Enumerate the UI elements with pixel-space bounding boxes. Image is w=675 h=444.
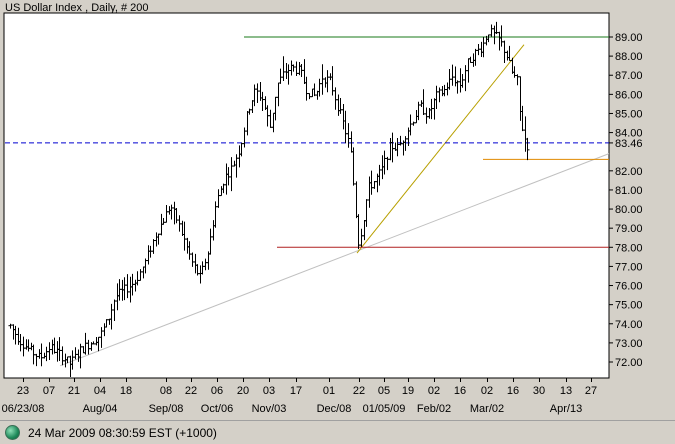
- x-day-label: 03: [263, 385, 275, 397]
- x-day-label: 22: [185, 385, 197, 397]
- y-tick-label: 88.00: [615, 51, 643, 63]
- x-day-label: 13: [560, 385, 572, 397]
- chart-title: US Dollar Index , Daily, # 200: [5, 2, 148, 14]
- x-day-label: 18: [120, 385, 132, 397]
- x-day-label: 16: [454, 385, 466, 397]
- x-day-label: 07: [43, 385, 55, 397]
- y-tick-label: 81.00: [615, 185, 643, 197]
- x-day-label: 27: [585, 385, 597, 397]
- y-tick-label: 89.00: [615, 32, 643, 44]
- y-tick-label: 80.00: [615, 204, 643, 216]
- x-day-label: 06: [211, 385, 223, 397]
- y-tick-label: 78.00: [615, 242, 643, 254]
- chart-frame: US Dollar Index , Daily, # 200 89.00 88.0…: [1, 2, 643, 415]
- y-tick-label: 82.00: [615, 166, 643, 178]
- x-month-label: Feb/02: [417, 403, 451, 415]
- x-month-label: 06/23/08: [2, 403, 45, 415]
- x-day-label: 22: [353, 385, 365, 397]
- x-month-label: Nov/03: [252, 403, 287, 415]
- x-month-label: Aug/04: [83, 403, 118, 415]
- status-timestamp: 24 Mar 2009 08:30:59: [28, 425, 146, 440]
- y-tick-label: 83.46: [615, 138, 643, 150]
- plot-area: [3, 12, 610, 379]
- x-day-label: 30: [533, 385, 545, 397]
- y-tick-label: 74.00: [615, 319, 643, 331]
- x-day-label: 05: [378, 385, 390, 397]
- x-month-label: 01/05/09: [363, 403, 406, 415]
- x-day-label: 04: [94, 385, 106, 397]
- y-tick-label: 75.00: [615, 300, 643, 312]
- x-day-label: 21: [68, 385, 80, 397]
- y-tick-label: 73.00: [615, 338, 643, 350]
- x-day-label: 08: [160, 385, 172, 397]
- x-day-label: 19: [402, 385, 414, 397]
- x-day-label: 20: [237, 385, 249, 397]
- x-month-label: Sep/08: [149, 403, 184, 415]
- y-tick-label: 72.00: [615, 357, 643, 369]
- y-tick-label: 79.00: [615, 223, 643, 235]
- x-month-label: Oct/06: [201, 403, 233, 415]
- x-month-label: Mar/02: [470, 403, 504, 415]
- x-month-label: Apr/13: [550, 403, 582, 415]
- x-day-label: 23: [17, 385, 29, 397]
- y-tick-label: 87.00: [615, 70, 643, 82]
- x-day-label: 02: [481, 385, 493, 397]
- x-day-label: 01: [323, 385, 335, 397]
- x-day-label: 02: [428, 385, 440, 397]
- y-tick-label: 77.00: [615, 261, 643, 273]
- short-term-trendline: [356, 44, 525, 254]
- x-day-label: 16: [507, 385, 519, 397]
- live-status-icon: [5, 425, 20, 440]
- y-tick-label: 85.00: [615, 108, 643, 120]
- long-term-trendline: [59, 153, 610, 367]
- x-day-label: 17: [290, 385, 302, 397]
- status-timezone: EST (+1000): [148, 425, 217, 440]
- y-tick-label: 84.00: [615, 128, 643, 140]
- price-chart: US Dollar Index , Daily, # 200 89.00 88.0…: [2, 2, 643, 415]
- y-tick-label: 86.00: [615, 89, 643, 101]
- x-month-label: Dec/08: [317, 403, 352, 415]
- y-tick-label: 76.00: [615, 281, 643, 293]
- status-bar: 24 Mar 2009 08:30:59 EST (+1000): [0, 420, 675, 444]
